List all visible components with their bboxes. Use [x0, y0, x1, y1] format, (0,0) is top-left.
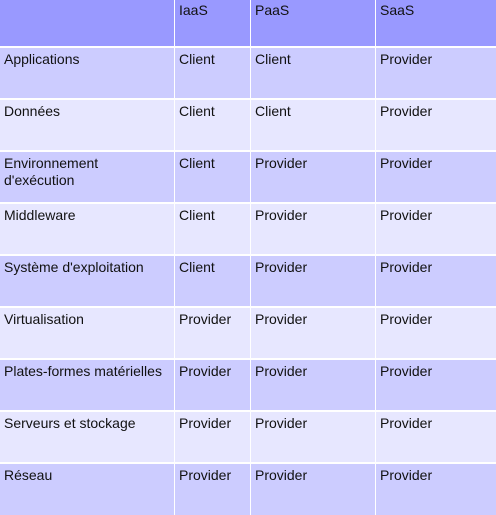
table-row: Virtualisation Provider Provider Provide… — [0, 308, 496, 360]
table-row: Environnement d'exécution Client Provide… — [0, 152, 496, 204]
header-cell-paas: PaaS — [251, 0, 376, 48]
header-row: IaaS PaaS SaaS — [0, 0, 496, 48]
layer-cell: Données — [0, 100, 175, 152]
table-row: Données Client Client Provider — [0, 100, 496, 152]
iaas-cell: Provider — [175, 464, 251, 515]
saas-cell: Provider — [376, 412, 496, 464]
header-cell-iaas: IaaS — [175, 0, 251, 48]
paas-cell: Client — [251, 48, 376, 100]
layer-cell: Réseau — [0, 464, 175, 515]
iaas-cell: Provider — [175, 412, 251, 464]
saas-cell: Provider — [376, 360, 496, 412]
saas-cell: Provider — [376, 100, 496, 152]
paas-cell: Provider — [251, 204, 376, 256]
iaas-cell: Client — [175, 152, 251, 204]
saas-cell: Provider — [376, 48, 496, 100]
layer-cell: Environnement d'exécution — [0, 152, 175, 204]
table-row: Middleware Client Provider Provider — [0, 204, 496, 256]
paas-cell: Provider — [251, 308, 376, 360]
iaas-cell: Client — [175, 204, 251, 256]
iaas-cell: Client — [175, 256, 251, 308]
layer-cell: Virtualisation — [0, 308, 175, 360]
iaas-cell: Provider — [175, 308, 251, 360]
layer-cell: Système d'exploitation — [0, 256, 175, 308]
paas-cell: Provider — [251, 256, 376, 308]
iaas-cell: Provider — [175, 360, 251, 412]
header-cell-layer — [0, 0, 175, 48]
paas-cell: Provider — [251, 152, 376, 204]
saas-cell: Provider — [376, 464, 496, 515]
layer-cell: Middleware — [0, 204, 175, 256]
layer-cell: Plates-formes matérielles — [0, 360, 175, 412]
iaas-cell: Client — [175, 100, 251, 152]
saas-cell: Provider — [376, 204, 496, 256]
paas-cell: Client — [251, 100, 376, 152]
layer-cell: Serveurs et stockage — [0, 412, 175, 464]
table-row: Plates-formes matérielles Provider Provi… — [0, 360, 496, 412]
paas-cell: Provider — [251, 360, 376, 412]
table-row: Réseau Provider Provider Provider — [0, 464, 496, 515]
layer-cell: Applications — [0, 48, 175, 100]
header-cell-saas: SaaS — [376, 0, 496, 48]
paas-cell: Provider — [251, 412, 376, 464]
saas-cell: Provider — [376, 152, 496, 204]
saas-cell: Provider — [376, 308, 496, 360]
table-row: Système d'exploitation Client Provider P… — [0, 256, 496, 308]
table-row: Serveurs et stockage Provider Provider P… — [0, 412, 496, 464]
paas-cell: Provider — [251, 464, 376, 515]
saas-cell: Provider — [376, 256, 496, 308]
table-row: Applications Client Client Provider — [0, 48, 496, 100]
iaas-cell: Client — [175, 48, 251, 100]
